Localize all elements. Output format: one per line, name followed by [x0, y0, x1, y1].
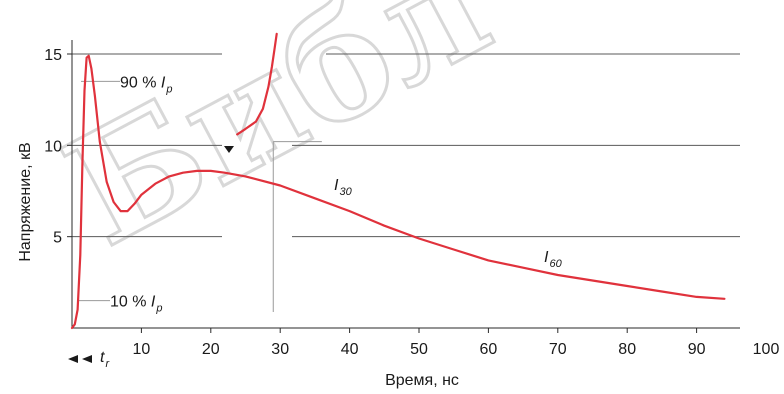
tr-arrow-right: [82, 355, 92, 363]
series-line-1: [236, 32, 278, 136]
gridlines: [72, 53, 740, 238]
y-axis-label: Напряжение, кВ: [17, 142, 34, 261]
annotation-4: tr: [100, 349, 110, 370]
series-layer: [70, 32, 726, 330]
watermark-text: Библ: [40, 0, 516, 280]
annotations: 90 % Ip 10 % Ip I30 I60 tr: [68, 74, 563, 370]
x-tick-label-80: 80: [618, 341, 636, 358]
series-line-0: [70, 54, 726, 330]
x-tick-label-30: 30: [271, 341, 289, 358]
annotation-3: I60: [544, 249, 563, 270]
y-tick-label-10: 10: [44, 138, 62, 155]
x-tick-label-20: 20: [202, 341, 220, 358]
arrowhead-marker: [224, 146, 234, 153]
y-tick-label-15: 15: [44, 47, 62, 64]
guide-lines: [78, 80, 322, 312]
x-tick-label-100: 100: [753, 341, 780, 358]
annotation-2: I30: [334, 177, 353, 198]
x-tick-label-50: 50: [410, 341, 428, 358]
y-tick-label-5: 5: [53, 230, 62, 247]
x-axis-label: Время, нс: [385, 372, 459, 389]
x-tick-label-40: 40: [341, 341, 359, 358]
x-tick-label-70: 70: [549, 341, 567, 358]
axes: [67, 40, 740, 333]
x-tick-label-60: 60: [480, 341, 498, 358]
annotation-1: 10 % Ip: [110, 294, 163, 315]
annotation-0: 90 % Ip: [120, 74, 173, 95]
x-tick-label-90: 90: [688, 341, 706, 358]
x-tick-label-10: 10: [133, 341, 151, 358]
tr-arrow-left: [68, 355, 78, 363]
tick-labels: 10 20 30 40 50 60 70 80 90 100 5 10 15: [44, 47, 779, 358]
